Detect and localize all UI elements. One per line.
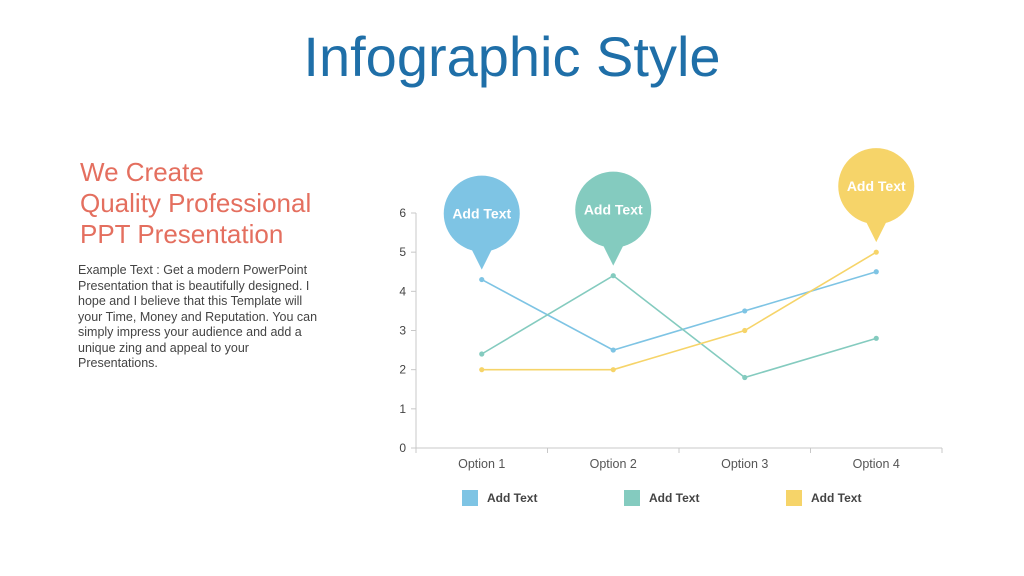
- callout-3: Add Text: [838, 148, 915, 243]
- data-point: [479, 351, 485, 357]
- x-tick-label: Option 2: [590, 457, 637, 471]
- data-point: [873, 335, 879, 341]
- data-point: [610, 347, 616, 353]
- legend-swatch-2: [624, 490, 640, 506]
- y-tick-label: 1: [399, 402, 406, 416]
- data-point: [479, 276, 485, 283]
- data-point: [742, 374, 748, 381]
- headline-line-3: PPT Presentation: [80, 219, 284, 249]
- legend-label-2: Add Text: [649, 491, 699, 505]
- data-point: [873, 249, 879, 255]
- data-point: [873, 269, 879, 275]
- data-point: [742, 327, 748, 334]
- x-tick-label: Option 3: [721, 457, 768, 471]
- callout-bubble: [575, 171, 652, 248]
- data-point: [479, 367, 485, 373]
- y-tick-label: 0: [399, 441, 406, 455]
- callout-label: Add Text: [584, 202, 643, 218]
- series-line-3: [481, 251, 877, 371]
- x-tick-label: Option 1: [458, 457, 505, 471]
- series-line-2: [481, 274, 877, 379]
- body-text: Example Text : Get a modern PowerPoint P…: [78, 263, 318, 370]
- callout-label: Add Text: [452, 206, 511, 222]
- headline-line-2: Quality Professional: [80, 188, 312, 218]
- y-tick-label: 2: [399, 363, 406, 377]
- legend-label-3: Add Text: [811, 491, 861, 505]
- y-tick-label: 4: [399, 284, 406, 298]
- y-tick-label: 5: [399, 245, 406, 259]
- data-point: [610, 367, 616, 373]
- callout-1: Add Text: [443, 175, 520, 270]
- series-line-1: [481, 270, 877, 351]
- legend-label-1: Add Text: [487, 491, 537, 505]
- data-point: [742, 308, 748, 314]
- callout-bubble: [838, 148, 915, 225]
- slide-title: Infographic Style: [303, 25, 721, 88]
- y-tick-label: 6: [399, 206, 406, 220]
- headline: We Create Quality Professional PPT Prese…: [80, 157, 380, 250]
- x-tick-label: Option 4: [853, 457, 900, 471]
- legend-swatch-3: [786, 490, 802, 506]
- callout-2: Add Text: [575, 171, 652, 266]
- legend-swatch-1: [462, 490, 478, 506]
- data-point: [610, 273, 616, 279]
- y-tick-label: 3: [399, 324, 406, 338]
- callout-label: Add Text: [847, 178, 906, 194]
- callout-bubble: [443, 175, 520, 252]
- headline-line-1: We Create: [80, 157, 204, 187]
